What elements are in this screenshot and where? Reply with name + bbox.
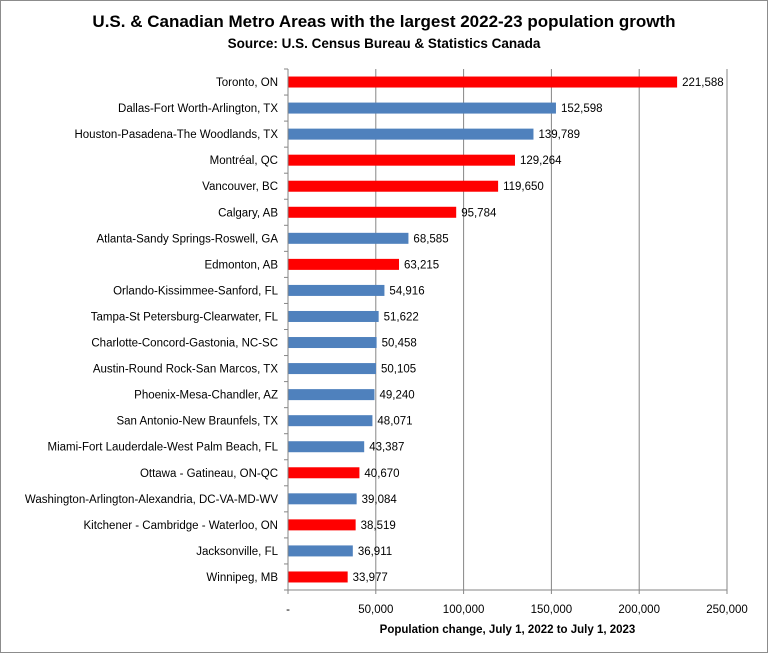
- category-label: Charlotte-Concord-Gastonia, NC-SC: [91, 338, 278, 350]
- bar: [288, 206, 457, 218]
- bars: [288, 76, 678, 583]
- bar: [288, 154, 515, 166]
- data-label: 40,670: [364, 468, 399, 480]
- data-label: 50,105: [381, 364, 416, 376]
- chart-title: U.S. & Canadian Metro Areas with the lar…: [92, 12, 676, 31]
- x-tick-label: 50,000: [358, 604, 393, 616]
- data-label: 33,977: [353, 572, 388, 584]
- bar: [288, 284, 385, 296]
- bar: [288, 337, 377, 349]
- bar: [288, 180, 499, 192]
- x-tick-label: 150,000: [531, 604, 573, 616]
- data-label: 50,458: [382, 338, 417, 350]
- data-label: 49,240: [379, 390, 414, 402]
- gridlines: [375, 69, 728, 590]
- bar: [288, 493, 357, 505]
- category-label: Ottawa - Gatineau, ON-QC: [140, 468, 278, 480]
- category-label: Montréal, QC: [210, 155, 278, 167]
- bar: [288, 519, 356, 531]
- category-label: Calgary, AB: [218, 207, 278, 219]
- chart-subtitle: Source: U.S. Census Bureau & Statistics …: [227, 36, 541, 51]
- data-label: 38,519: [361, 520, 396, 532]
- bar: [288, 415, 373, 427]
- category-label: Washington-Arlington-Alexandria, DC-VA-M…: [25, 494, 278, 506]
- data-label: 54,916: [389, 285, 424, 297]
- category-label: Jacksonville, FL: [196, 546, 278, 558]
- category-label: Toronto, ON: [216, 77, 278, 89]
- category-label: Phoenix-Mesa-Chandler, AZ: [134, 390, 278, 402]
- bar: [288, 571, 348, 583]
- bar: [288, 441, 365, 453]
- data-label: 68,585: [413, 233, 448, 245]
- data-label: 119,650: [503, 181, 544, 193]
- category-label: San Antonio-New Braunfels, TX: [116, 416, 278, 428]
- bar: [288, 258, 400, 270]
- bar: [288, 128, 534, 140]
- data-label: 152,598: [561, 103, 603, 115]
- category-label: Orlando-Kissimmee-Sanford, FL: [113, 285, 278, 297]
- category-label: Winnipeg, MB: [206, 572, 278, 584]
- data-label: 139,789: [538, 129, 580, 141]
- category-label: Vancouver, BC: [202, 181, 278, 193]
- x-axis-label: Population change, July 1, 2022 to July …: [380, 624, 636, 636]
- data-label: 43,387: [369, 442, 404, 454]
- category-label: Edmonton, AB: [204, 259, 278, 271]
- data-label: 36,911: [358, 546, 392, 558]
- labels: - 50,000 100,000 150,000 200,000 250,000 Toron…: [25, 77, 748, 616]
- bar: [288, 389, 375, 401]
- category-label: Kitchener - Cambridge - Waterloo, ON: [83, 520, 278, 532]
- data-label: 48,071: [377, 416, 412, 428]
- axes: [284, 68, 728, 594]
- bar: [288, 467, 360, 479]
- x-tick-label: 200,000: [618, 604, 660, 616]
- bar: [288, 363, 376, 375]
- bar: [288, 102, 556, 114]
- category-label: Miami-Fort Lauderdale-West Palm Beach, F…: [47, 442, 278, 454]
- data-label: 129,264: [520, 155, 562, 167]
- bar: [288, 310, 379, 322]
- category-label: Tampa-St Petersburg-Clearwater, FL: [91, 311, 279, 323]
- data-label: 221,588: [682, 77, 724, 89]
- data-label: 63,215: [404, 259, 439, 271]
- category-label: Houston-Pasadena-The Woodlands, TX: [74, 129, 278, 141]
- x-tick-label: 100,000: [443, 604, 485, 616]
- bar: [288, 76, 678, 88]
- bar: [288, 232, 409, 244]
- category-label: Atlanta-Sandy Springs-Roswell, GA: [96, 233, 278, 245]
- data-label: 95,784: [461, 207, 497, 219]
- bar: [288, 545, 353, 557]
- data-label: 51,622: [384, 311, 419, 323]
- category-label: Dallas-Fort Worth-Arlington, TX: [118, 103, 278, 115]
- data-label: 39,084: [362, 494, 398, 506]
- x-tick-label: -: [286, 604, 290, 616]
- x-tick-label: 250,000: [706, 604, 748, 616]
- category-label: Austin-Round Rock-San Marcos, TX: [93, 364, 278, 376]
